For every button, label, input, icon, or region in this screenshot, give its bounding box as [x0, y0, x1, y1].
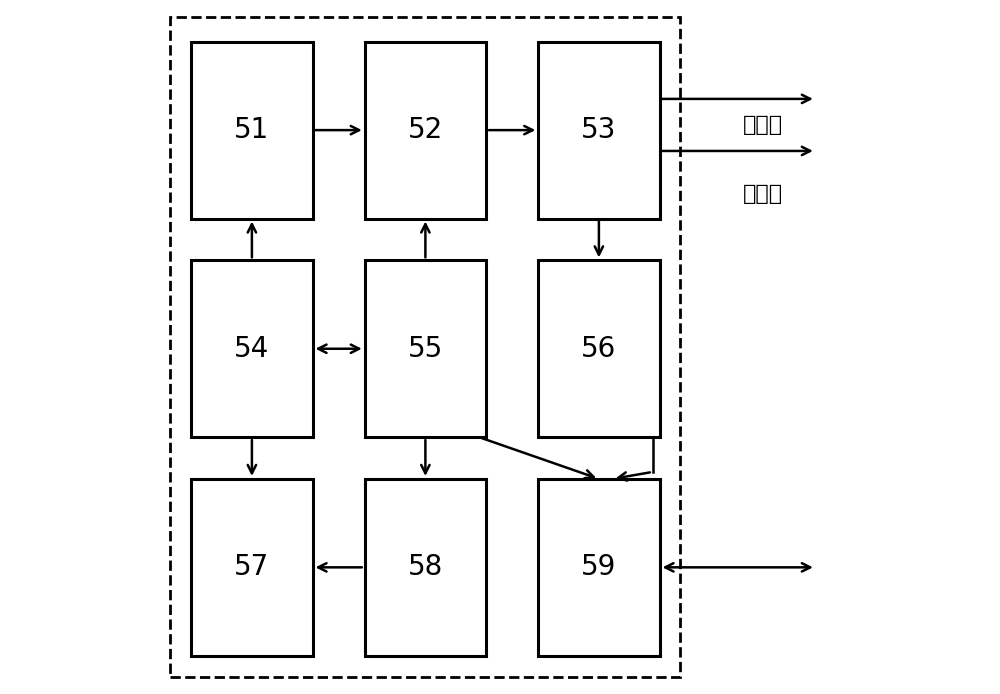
Text: 51: 51 — [234, 116, 270, 144]
Bar — [191, 479, 313, 656]
Bar — [538, 260, 660, 437]
Bar — [191, 260, 313, 437]
Text: 53: 53 — [581, 116, 617, 144]
Text: 59: 59 — [581, 553, 617, 582]
Bar — [365, 260, 486, 437]
Text: 反射光: 反射光 — [743, 185, 783, 204]
Bar — [365, 479, 486, 656]
Bar — [365, 42, 486, 219]
Bar — [538, 479, 660, 656]
Text: 57: 57 — [234, 553, 270, 582]
Bar — [191, 42, 313, 219]
Bar — [170, 17, 680, 677]
Text: 54: 54 — [234, 335, 270, 363]
Text: 52: 52 — [408, 116, 443, 144]
Text: 56: 56 — [581, 335, 617, 363]
Text: 55: 55 — [408, 335, 443, 363]
Text: 58: 58 — [408, 553, 443, 582]
Bar — [538, 42, 660, 219]
Text: 入射光: 入射光 — [743, 115, 783, 135]
